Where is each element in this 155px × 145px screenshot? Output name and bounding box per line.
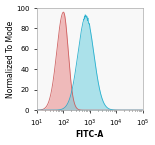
- X-axis label: FITC-A: FITC-A: [76, 130, 104, 139]
- Y-axis label: Normalized To Mode: Normalized To Mode: [6, 20, 15, 98]
